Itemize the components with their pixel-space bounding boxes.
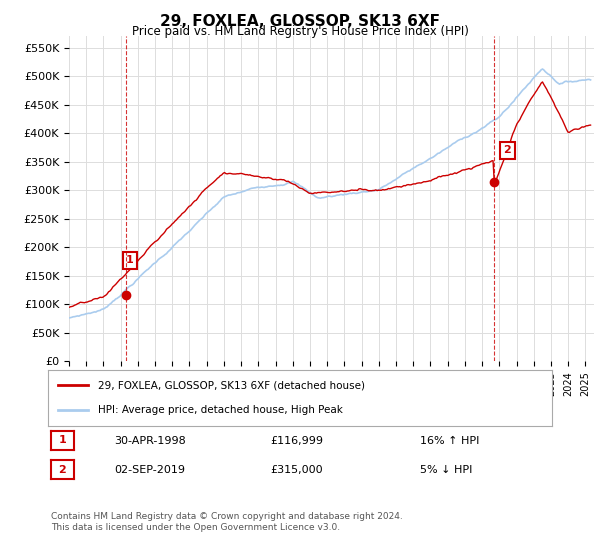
Text: 16% ↑ HPI: 16% ↑ HPI — [420, 436, 479, 446]
Text: 5% ↓ HPI: 5% ↓ HPI — [420, 465, 472, 475]
Text: 1: 1 — [126, 255, 134, 265]
Text: 02-SEP-2019: 02-SEP-2019 — [114, 465, 185, 475]
Text: 29, FOXLEA, GLOSSOP, SK13 6XF: 29, FOXLEA, GLOSSOP, SK13 6XF — [160, 14, 440, 29]
Text: £315,000: £315,000 — [270, 465, 323, 475]
Text: 2: 2 — [503, 146, 511, 155]
Text: 29, FOXLEA, GLOSSOP, SK13 6XF (detached house): 29, FOXLEA, GLOSSOP, SK13 6XF (detached … — [98, 380, 365, 390]
Text: HPI: Average price, detached house, High Peak: HPI: Average price, detached house, High… — [98, 405, 343, 415]
Text: Price paid vs. HM Land Registry's House Price Index (HPI): Price paid vs. HM Land Registry's House … — [131, 25, 469, 38]
Text: 1: 1 — [59, 436, 66, 445]
Text: 30-APR-1998: 30-APR-1998 — [114, 436, 186, 446]
Text: Contains HM Land Registry data © Crown copyright and database right 2024.
This d: Contains HM Land Registry data © Crown c… — [51, 512, 403, 532]
Text: 2: 2 — [59, 465, 66, 474]
Text: £116,999: £116,999 — [270, 436, 323, 446]
